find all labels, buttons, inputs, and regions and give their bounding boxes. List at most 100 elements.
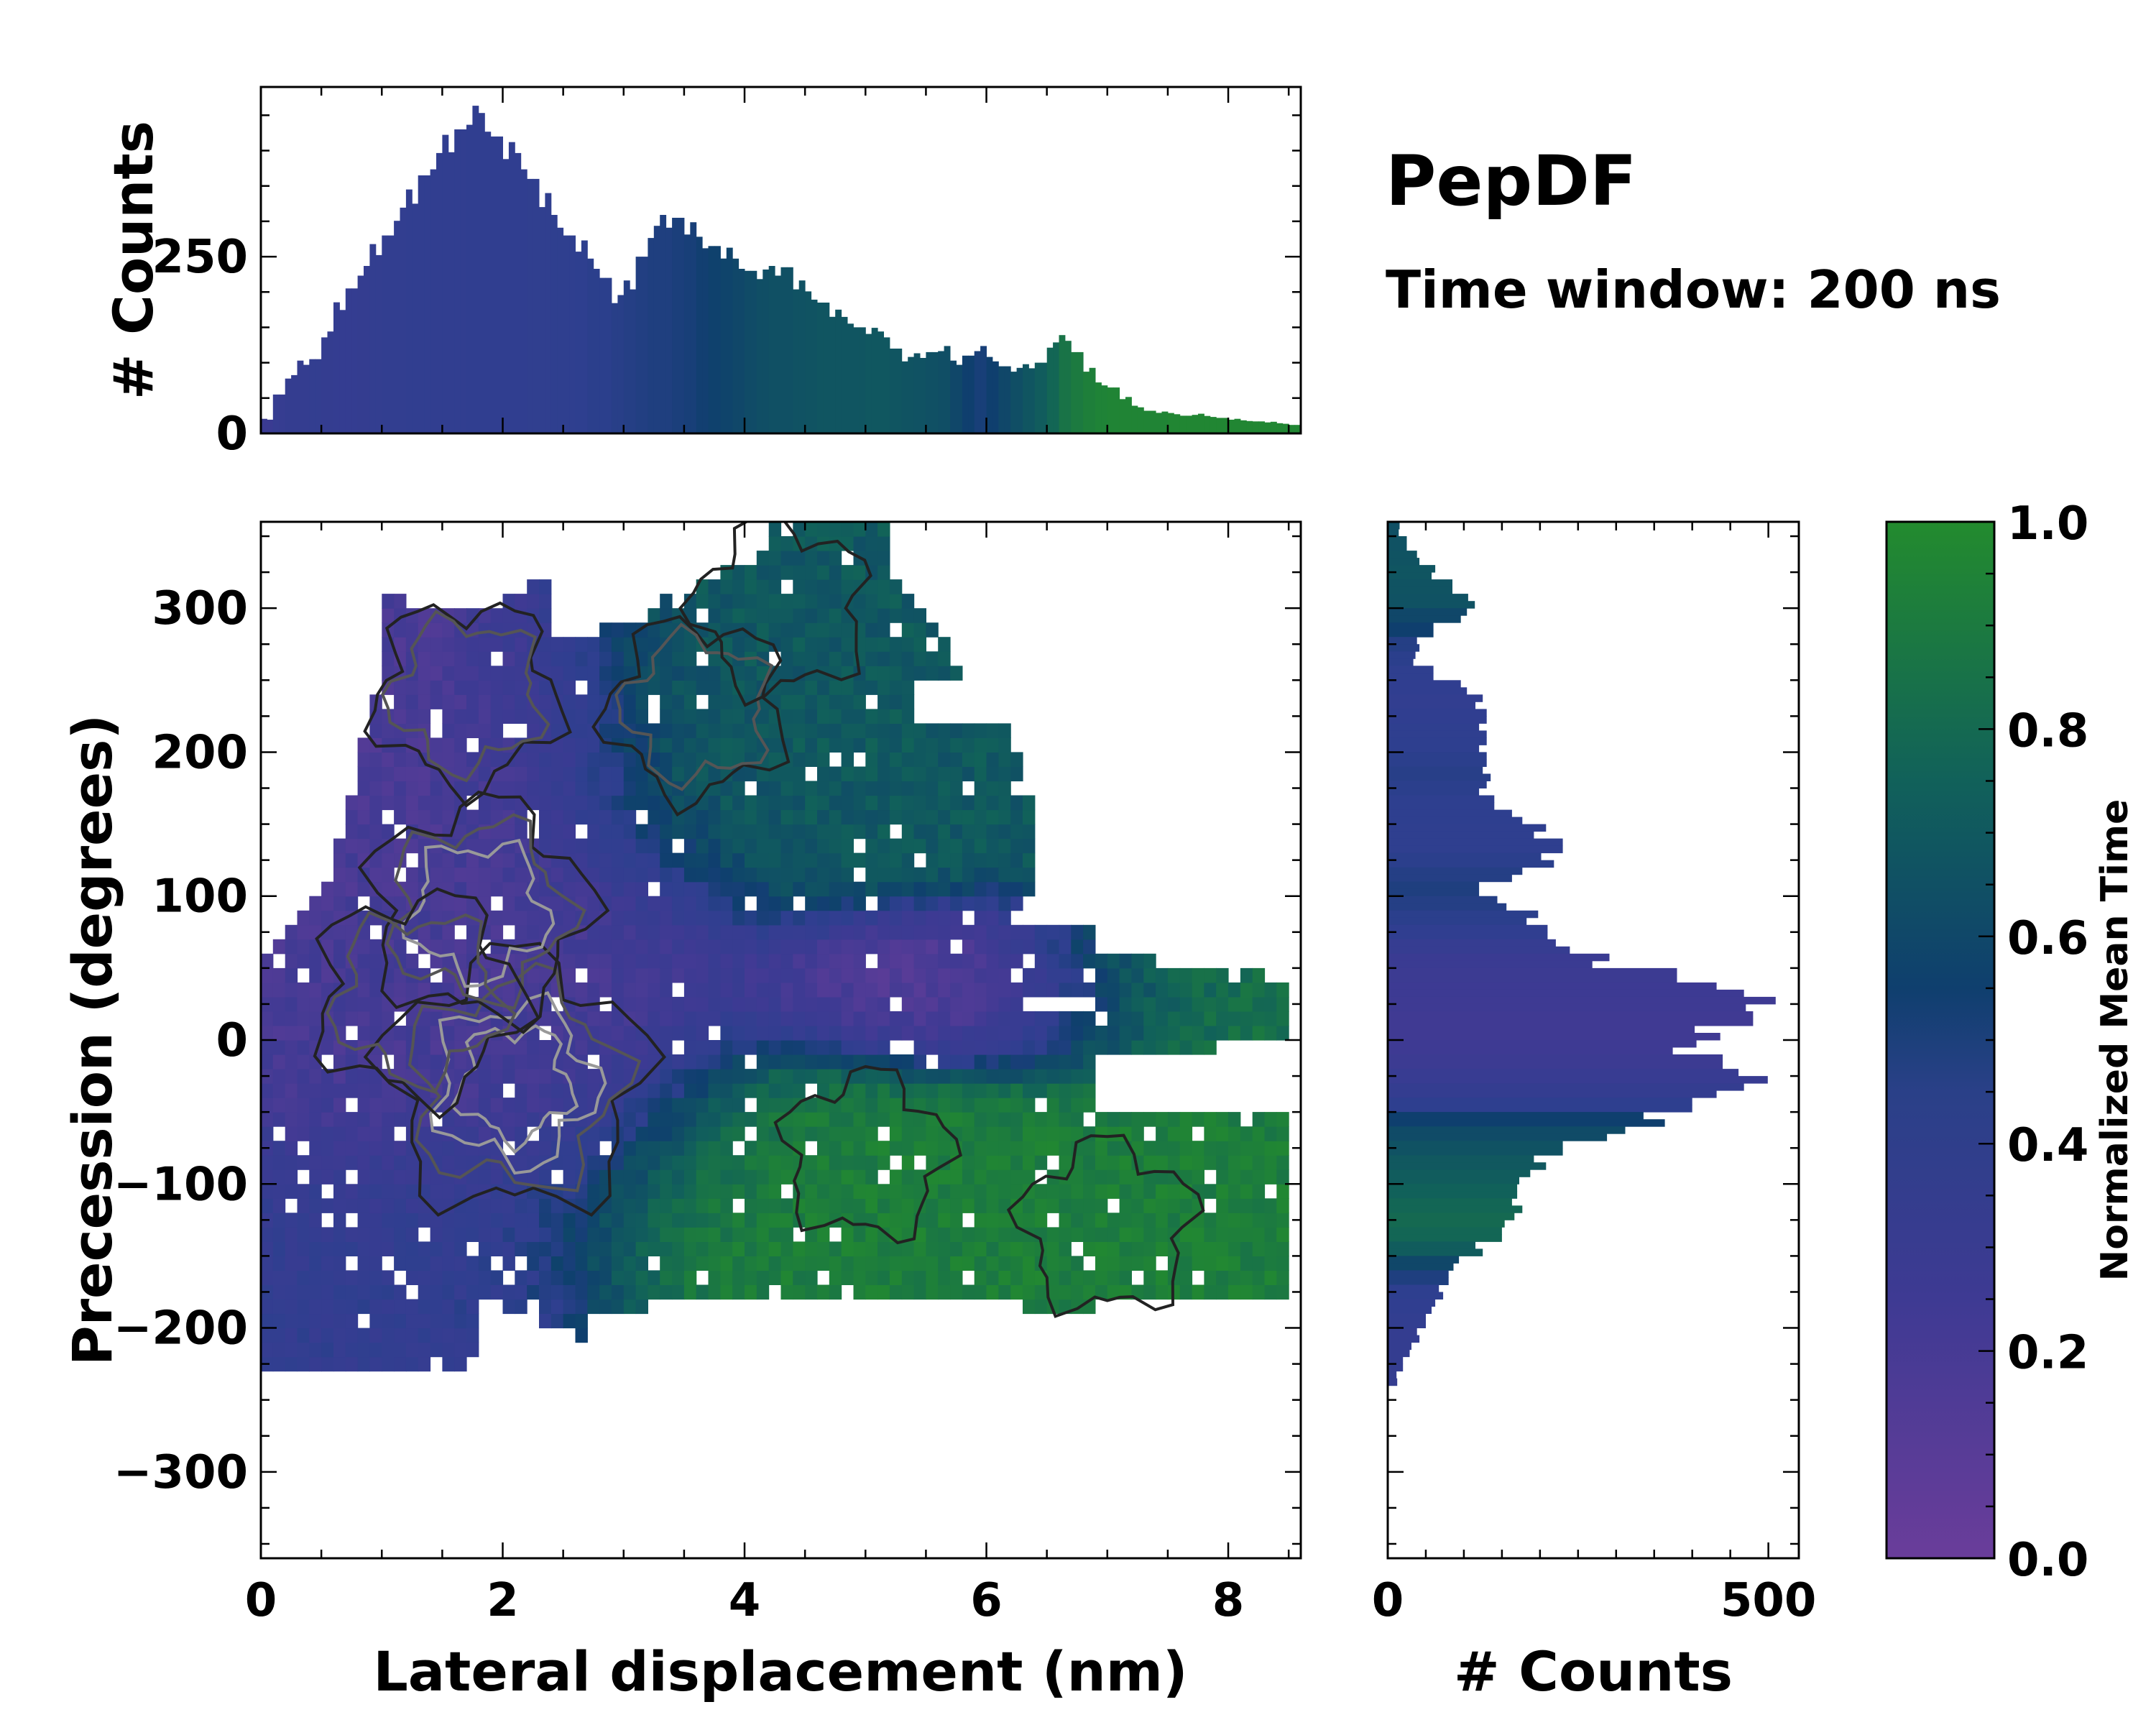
heatmap-cell	[539, 809, 552, 825]
heatmap-cell	[623, 1270, 637, 1285]
heatmap-cell	[1023, 982, 1036, 998]
heatmap-cell	[745, 881, 757, 897]
heatmap-cell	[527, 723, 540, 738]
heatmap-cell	[369, 1342, 382, 1358]
heatmap-cell	[575, 809, 588, 825]
heatmap-cell	[1010, 809, 1023, 825]
heatmap-cell	[817, 1126, 830, 1141]
heatmap-cell	[1204, 967, 1217, 983]
heatmap-cell	[550, 1284, 564, 1300]
heatmap-cell	[442, 781, 455, 796]
heatmap-cell	[1059, 967, 1072, 983]
heatmap-cell	[394, 766, 407, 782]
heatmap-cell	[926, 1069, 939, 1084]
heatmap-cell	[1010, 1169, 1023, 1184]
heatmap-cell	[539, 680, 552, 695]
heatmap-cell	[708, 967, 721, 983]
heatmap-cell	[345, 1011, 359, 1026]
heatmap-cell	[1083, 924, 1096, 940]
heatmap-cell	[660, 838, 673, 854]
heatmap-cell	[986, 967, 999, 983]
heatmap-cell	[345, 996, 359, 1012]
heatmap-cell	[1143, 967, 1156, 983]
histogram-bar	[1059, 335, 1066, 433]
histogram-bar	[938, 351, 945, 433]
heatmap-cell	[853, 1284, 866, 1300]
heatmap-cell	[926, 795, 939, 811]
histogram-bar	[986, 356, 993, 433]
heatmap-cell	[877, 1098, 890, 1113]
heatmap-cell	[648, 967, 660, 983]
heatmap-cell	[418, 766, 431, 782]
heatmap-cell	[889, 737, 903, 753]
heatmap-cell	[1131, 996, 1144, 1012]
heatmap-cell	[793, 594, 806, 609]
heatmap-cell	[780, 1284, 793, 1300]
heatmap-cell	[1071, 1098, 1084, 1113]
heatmap-cell	[333, 896, 346, 911]
heatmap-cell	[1010, 1112, 1023, 1127]
heatmap-cell	[1216, 1026, 1229, 1041]
heatmap-cell	[756, 1256, 770, 1271]
heatmap-cell	[345, 1313, 359, 1329]
heatmap-cell	[998, 939, 1011, 954]
heatmap-cell	[333, 953, 346, 969]
heatmap-cell	[780, 1011, 793, 1026]
heatmap-cell	[817, 1054, 830, 1070]
heatmap-cell	[986, 1169, 999, 1184]
heatmap-cell	[913, 867, 926, 883]
heatmap-cell	[998, 1098, 1011, 1113]
heatmap-cell	[672, 1169, 685, 1184]
heatmap-cell	[998, 1284, 1011, 1300]
heatmap-cell	[1264, 996, 1277, 1012]
heatmap-cell	[768, 1256, 782, 1271]
heatmap-cell	[1204, 1227, 1217, 1242]
heatmap-cell	[780, 967, 793, 983]
heatmap-cell	[1071, 1083, 1084, 1098]
histogram-bar	[1388, 529, 1399, 537]
heatmap-cell	[478, 709, 492, 724]
heatmap-cell	[986, 809, 999, 825]
heatmap-cell	[805, 1270, 818, 1285]
heatmap-cell	[672, 910, 685, 926]
heatmap-cell	[853, 1112, 866, 1127]
heatmap-cell	[1034, 1069, 1048, 1084]
heatmap-cell	[333, 939, 346, 954]
heatmap-cell	[285, 1299, 298, 1315]
heatmap-cell	[793, 996, 806, 1012]
heatmap-cell	[756, 1155, 770, 1170]
heatmap-cell	[430, 1241, 443, 1256]
heatmap-cell	[563, 838, 576, 854]
heatmap-cell	[877, 536, 890, 551]
heatmap-cell	[1204, 1011, 1217, 1026]
heatmap-cell	[405, 953, 419, 969]
heatmap-cell	[333, 1069, 346, 1084]
histogram-bar	[811, 299, 818, 433]
histogram-bar	[1388, 1198, 1512, 1206]
heatmap-cell	[515, 781, 528, 796]
heatmap-cell	[405, 1256, 419, 1271]
heatmap-cell	[466, 1169, 479, 1184]
heatmap-cell	[926, 1083, 939, 1098]
histogram-bar	[1192, 415, 1199, 433]
heatmap-cell	[1216, 1241, 1229, 1256]
heatmap-cell	[938, 1141, 951, 1156]
heatmap-cell	[745, 1069, 757, 1084]
heatmap-cell	[913, 723, 926, 738]
heatmap-cell	[793, 680, 806, 695]
heatmap-cell	[913, 795, 926, 811]
heatmap-cell	[1010, 996, 1023, 1012]
heatmap-cell	[660, 867, 673, 883]
histogram-bar	[1388, 673, 1434, 681]
heatmap-cell	[768, 1098, 782, 1113]
heatmap-cell	[490, 838, 504, 854]
heatmap-cell	[1179, 996, 1193, 1012]
heatmap-cell	[478, 1126, 492, 1141]
heatmap-cell	[285, 1040, 298, 1055]
heatmap-cell	[672, 953, 685, 969]
heatmap-cell	[382, 1299, 395, 1315]
heatmap-cell	[780, 680, 793, 695]
heatmap-cell	[575, 1313, 588, 1329]
histogram-bar	[1388, 903, 1507, 911]
heatmap-cell	[720, 809, 733, 825]
